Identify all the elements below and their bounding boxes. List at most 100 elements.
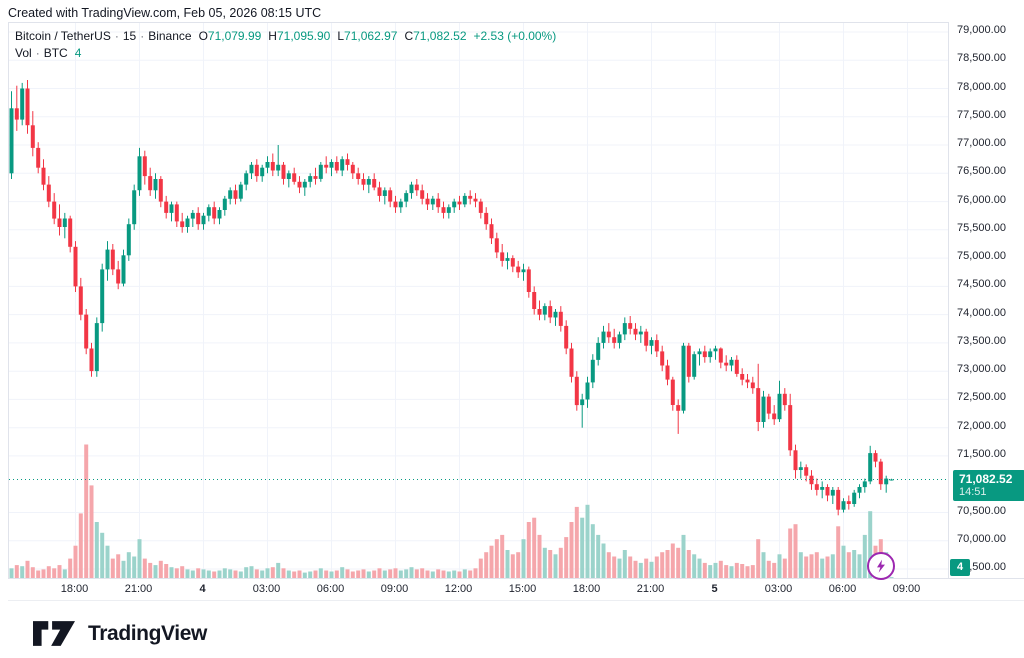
volume-bar xyxy=(793,524,798,578)
candle-body xyxy=(409,184,414,194)
current-volume-badge: 4 xyxy=(950,559,970,576)
candle-body xyxy=(414,184,419,191)
credit-line: Created with TradingView.com, Feb 05, 20… xyxy=(8,6,322,20)
candle-body xyxy=(820,487,825,490)
candle-body xyxy=(89,348,94,372)
volume-bar xyxy=(398,570,403,578)
change-value: +2.53 (+0.00%) xyxy=(473,29,557,43)
candle-body xyxy=(382,190,387,196)
chart-pane[interactable]: Bitcoin / TetherUS · 15 · Binance O71,079.99 H… xyxy=(8,22,949,579)
time-tick-label: 06:00 xyxy=(828,583,857,595)
candle-body xyxy=(884,478,889,485)
legend-volume-row: Vol · BTC 4 xyxy=(15,45,556,62)
volume-bar xyxy=(137,539,142,578)
volume-bar xyxy=(868,511,873,578)
volume-label[interactable]: Vol xyxy=(15,46,32,60)
volume-bar xyxy=(532,517,537,578)
volume-bar xyxy=(660,552,665,578)
flash-action-button[interactable] xyxy=(867,552,895,580)
candle-body xyxy=(57,218,62,227)
volume-bar xyxy=(388,569,393,578)
volume-bar xyxy=(734,562,739,578)
volume-bar xyxy=(153,565,158,578)
volume-bar xyxy=(254,569,259,578)
price-tick-label: 75,500.00 xyxy=(957,221,1006,234)
candle-body xyxy=(846,501,851,504)
exchange-name[interactable]: Binance xyxy=(148,29,192,43)
candle-body xyxy=(606,331,611,338)
volume-bar xyxy=(148,562,153,578)
volume-bar xyxy=(622,550,627,578)
candle-body xyxy=(692,354,697,377)
candle-body xyxy=(772,413,777,420)
candle-body xyxy=(388,190,393,202)
volume-bar xyxy=(468,570,473,578)
volume-bar xyxy=(777,554,782,578)
volume-bar xyxy=(724,565,729,578)
candle-body xyxy=(494,238,499,253)
volume-bar xyxy=(681,534,686,578)
high-label: H xyxy=(268,29,277,43)
tradingview-logo[interactable]: TradingView xyxy=(33,620,207,647)
candle-body xyxy=(852,492,857,504)
candle-body xyxy=(686,345,691,377)
candle-body xyxy=(857,487,862,493)
time-axis[interactable]: 18:00 21:00 4 03:00 06:00 09:00 12:00 15:00 18:0… xyxy=(8,578,1024,601)
candle-body xyxy=(78,286,83,315)
candle-body xyxy=(281,164,286,179)
volume-bar xyxy=(718,560,723,578)
volume-bar xyxy=(702,562,707,578)
price-tick-label: 78,500.00 xyxy=(957,52,1006,65)
volume-bar xyxy=(30,567,35,578)
candle-body xyxy=(724,362,729,366)
candle-body xyxy=(516,266,521,273)
volume-bar xyxy=(510,554,515,578)
candle-body xyxy=(308,176,313,182)
candle-body xyxy=(798,467,803,470)
volume-bar xyxy=(606,552,611,578)
candle-body xyxy=(681,345,686,411)
candle-body xyxy=(537,309,542,315)
volume-bar xyxy=(825,556,830,578)
candle-body xyxy=(222,198,227,210)
candle-body xyxy=(318,164,323,179)
candle-body xyxy=(793,450,798,471)
volume-bar xyxy=(804,556,809,578)
candle-body xyxy=(137,156,142,191)
volume-bar xyxy=(756,539,761,578)
volume-unit: BTC xyxy=(43,46,68,60)
volume-bar xyxy=(692,554,697,578)
price-axis[interactable]: 71,082.52 14:51 4 79,000.00 78,500.00 78,0… xyxy=(948,22,1024,578)
volume-bar xyxy=(196,568,201,578)
volume-bar xyxy=(302,572,307,578)
volume-bar xyxy=(366,571,371,578)
volume-bar xyxy=(249,566,254,578)
symbol-name[interactable]: Bitcoin / TetherUS xyxy=(15,29,111,43)
volume-bar xyxy=(356,570,361,578)
candle-body xyxy=(356,173,361,179)
volume-bar xyxy=(100,532,105,578)
volume-bar xyxy=(105,545,110,578)
volume-bar xyxy=(126,552,131,578)
candle-body xyxy=(526,269,531,292)
volume-bar xyxy=(9,568,14,578)
interval-value[interactable]: 15 xyxy=(122,29,137,43)
volume-bar xyxy=(766,560,771,578)
candle-body xyxy=(260,167,265,177)
volume-bar xyxy=(334,570,339,578)
candle-body xyxy=(708,351,713,358)
volume-bar xyxy=(452,570,457,578)
price-tick-label: 79,000.00 xyxy=(957,24,1006,36)
candle-body xyxy=(148,176,153,191)
candle-body xyxy=(446,207,451,213)
candle-body xyxy=(558,311,563,326)
volume-bar xyxy=(404,569,409,578)
candle-body xyxy=(532,292,537,309)
time-tick-label: 12:00 xyxy=(444,583,473,595)
volume-bar xyxy=(57,565,62,578)
volume-bar xyxy=(238,571,243,578)
candle-body xyxy=(334,162,339,171)
volume-bar xyxy=(425,570,430,578)
volume-bar xyxy=(798,552,803,578)
